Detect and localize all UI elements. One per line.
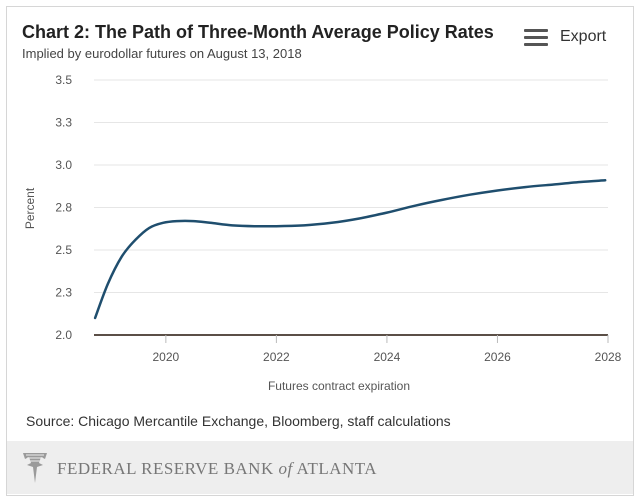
x-tick-label: 2026 [484, 350, 511, 364]
y-axis-title: Percent [23, 187, 37, 229]
series-line [93, 179, 607, 320]
y-tick-label: 3.0 [55, 158, 72, 172]
y-tick-label: 3.5 [55, 73, 72, 87]
fed-atlanta-logo-text: FEDERAL RESERVE BANK of ATLANTA [57, 459, 378, 478]
x-tick-label: 2024 [374, 350, 401, 364]
chart-title: Chart 2: The Path of Three-Month Average… [22, 22, 494, 42]
x-tick-label: 2022 [263, 350, 290, 364]
source-note: Source: Chicago Mercantile Exchange, Blo… [26, 413, 451, 429]
chart-subtitle: Implied by eurodollar futures on August … [22, 46, 302, 61]
menu-icon[interactable] [524, 28, 548, 46]
y-tick-label: 2.5 [55, 243, 72, 257]
footer: FEDERAL RESERVE BANK of ATLANTA [7, 441, 633, 494]
x-tick-label: 2020 [152, 350, 179, 364]
y-tick-label: 2.3 [55, 286, 72, 300]
y-tick-label: 3.3 [55, 116, 72, 130]
x-tick-label: 2028 [595, 350, 622, 364]
chart-container [6, 6, 634, 496]
export-label[interactable]: Export [560, 28, 607, 45]
x-axis-title: Futures contract expiration [268, 379, 410, 393]
eagle-logo-icon [23, 453, 47, 483]
line-chart: 2.0 2.3 2.5 2.8 3.0 3.3 3.5 2020 2022 2024 2026 202… [23, 73, 622, 393]
y-tick-label: 2.8 [55, 201, 72, 215]
y-tick-label: 2.0 [55, 328, 72, 342]
export-button[interactable]: Export [524, 24, 606, 50]
